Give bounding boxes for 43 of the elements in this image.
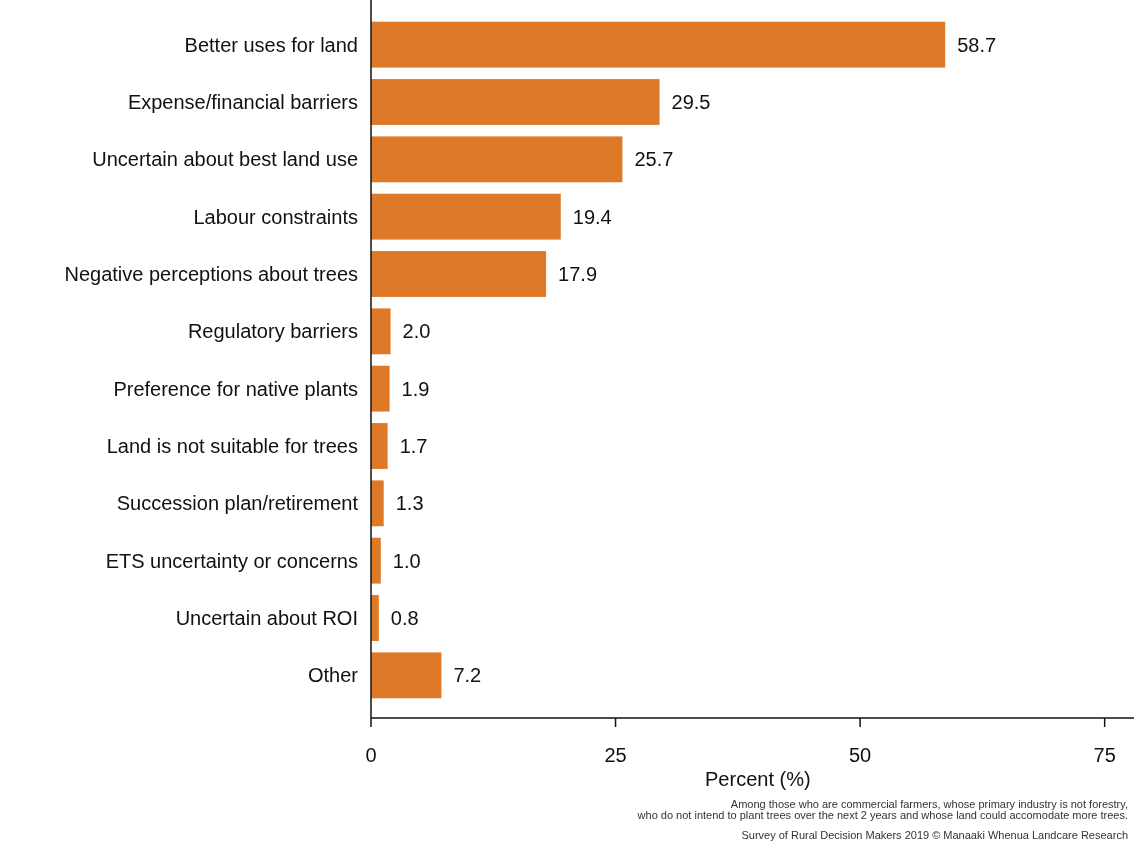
bar	[371, 308, 391, 355]
text: Among those who are commercial farmers, whose primary industry is not forestry, who do not intend to plant trees over the next 2 years and whose land could accomodate more trees.	[636, 798, 1128, 821]
bar	[371, 480, 384, 527]
bar	[371, 423, 388, 469]
x-tick-label: 75	[1093, 744, 1116, 766]
data-label: 58.7	[957, 33, 997, 56]
y-tick-label: Regulatory barriers	[187, 320, 358, 343]
bar	[371, 365, 390, 412]
data-label: 19.4	[572, 205, 612, 228]
bar	[371, 595, 379, 641]
bar	[371, 193, 561, 240]
y-tick-label: Other	[307, 664, 359, 687]
data-label: 2.0	[402, 320, 431, 343]
bar	[371, 136, 623, 183]
data-label: 25.7	[634, 148, 674, 171]
data-label: 17.9	[558, 263, 598, 285]
data-label: 1.3	[395, 492, 424, 515]
bar	[371, 537, 381, 584]
data-label: 1.7	[399, 435, 428, 457]
bar	[371, 251, 547, 297]
bar	[371, 21, 946, 68]
y-tick-label: ETS uncertainty or concerns	[105, 549, 358, 572]
y-tick-label: Better uses for land	[184, 33, 358, 56]
text: Survey of Rural Decision Makers 2019 © Manaaki Whenua Landcare Research	[741, 829, 1128, 841]
y-tick-label: Preference for native plants	[113, 377, 358, 400]
y-tick-label: Uncertain about best land use	[92, 148, 358, 171]
data-label: 1.9	[401, 377, 430, 400]
data-label: 1.0	[392, 549, 421, 572]
x-tick-label: 50	[848, 744, 872, 766]
x-axis-title: Percent (%)	[705, 768, 811, 790]
data-label: 0.8	[390, 607, 419, 629]
x-tick-label: 0	[365, 744, 377, 766]
y-tick-label: Succession plan/retirement	[116, 492, 359, 515]
data-label: 29.5	[671, 91, 711, 113]
y-tick-label: Land is not suitable for trees	[106, 435, 358, 457]
bar	[371, 79, 660, 125]
bar	[371, 652, 442, 699]
y-tick-label: Uncertain about ROI	[175, 607, 358, 629]
data-label: 7.2	[453, 664, 482, 687]
y-tick-label: Negative perceptions about trees	[64, 263, 358, 285]
y-tick-label: Labour constraints	[193, 205, 358, 228]
y-tick-label: Expense/financial barriers	[127, 91, 358, 113]
x-tick-label: 25	[604, 744, 627, 766]
